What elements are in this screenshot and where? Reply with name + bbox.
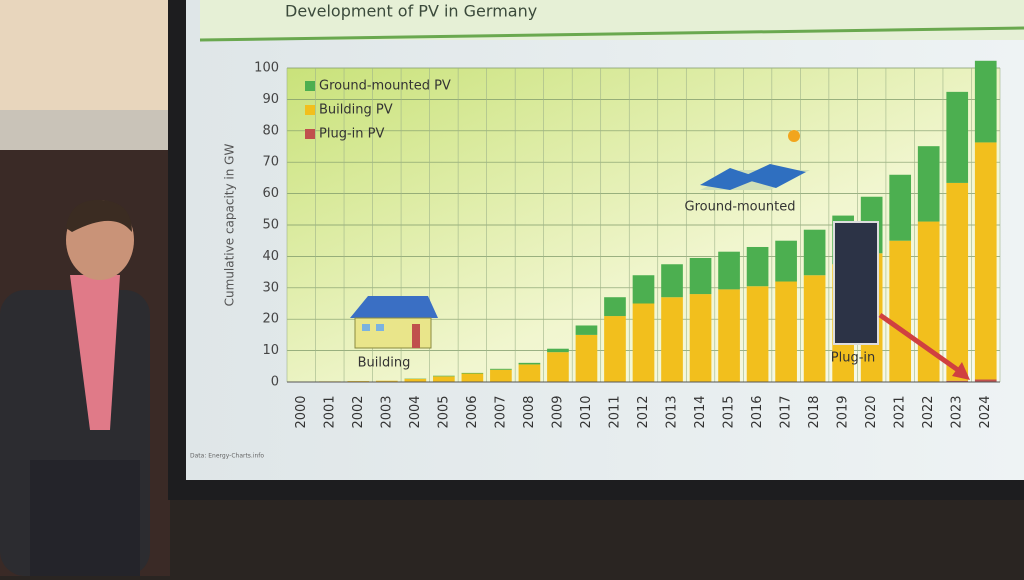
legend-swatch [305,81,315,91]
chart-title: Development of PV in Germany [285,2,537,21]
bar-segment [490,370,512,382]
y-tick-label: 10 [262,343,279,358]
bar-segment [604,316,626,382]
x-tick-label: 2018 [807,395,822,428]
bar-segment [889,175,911,241]
y-tick-label: 80 [262,123,279,138]
bar-segment [547,352,569,382]
y-tick-label: 90 [262,92,279,107]
x-tick-label: 2008 [522,395,537,428]
x-tick-label: 2022 [921,395,936,428]
bar-segment [661,264,683,297]
bar-segment [718,252,740,290]
annotation: Plug-in [831,351,875,366]
bar-segment [889,241,911,382]
x-tick-label: 2007 [493,395,508,428]
bar-segment [775,241,797,282]
bar-segment [519,363,541,365]
y-tick-label: 40 [262,249,279,264]
x-tick-label: 2000 [294,395,309,428]
annotation: Ground-mounted [685,200,796,215]
y-tick-label: 20 [262,312,279,327]
legend-swatch [305,129,315,139]
plot: 0 10 20 30 40 50 60 70 80 90 100 2000 2001 2002 2003 20… [254,61,1000,429]
bar-segment [775,282,797,382]
bar-segment [576,325,598,334]
x-tick-label: 2014 [693,395,708,428]
bar-segment [462,374,484,382]
bar-segment [576,335,598,382]
bar-segment [946,183,968,381]
bar-segment [975,142,997,379]
source: Data: Energy-Charts.info [190,453,264,460]
y-tick-label: 50 [262,218,279,233]
legend-label: Plug-in PV [319,127,384,142]
bar-segment [433,376,455,382]
bar-segment [633,275,655,303]
bar-segment [690,294,712,382]
bar-segment [718,289,740,382]
y-tick-label: 100 [254,61,279,76]
x-tick-label: 2012 [636,395,651,428]
house-icon [350,296,438,348]
y-axis-label: Cumulative capacity in GW [223,144,237,307]
y-tick-label: 70 [262,155,279,170]
wall-band [0,110,170,150]
x-tick-label: 2024 [978,395,993,428]
y-tick-label: 30 [262,280,279,295]
bar-segment [661,297,683,382]
x-tick-label: 2004 [408,395,423,428]
wall-top [0,0,170,110]
bar-segment [804,275,826,382]
bar-segment [747,286,769,382]
legend-label: Building PV [319,103,393,118]
x-tick-label: 2003 [379,395,394,428]
bar-segment [747,247,769,286]
x-tick-label: 2015 [722,395,737,428]
legend-swatch [305,105,315,115]
y-tick-label: 60 [262,186,279,201]
y-tick-label: 0 [271,375,279,390]
bar-segment [462,373,484,374]
bar-segment [690,258,712,294]
bar-segment [633,304,655,383]
bar-segment [604,297,626,316]
x-tick-label: 2016 [750,395,765,428]
x-tick-label: 2023 [950,395,965,428]
x-tick-label: 2017 [779,395,794,428]
x-tick-label: 2001 [322,395,337,428]
x-tick-label: 2019 [836,395,851,428]
x-tick-label: 2002 [351,395,366,428]
x-tick-label: 2010 [579,395,594,428]
x-tick-label: 2006 [465,395,480,428]
x-tick-label: 2021 [893,395,908,428]
annotation: Building [358,356,411,371]
bar-segment [490,369,512,370]
bar-segment [433,376,455,377]
x-tick-label: 2013 [665,395,680,428]
bar-segment [946,92,968,183]
x-tick-label: 2009 [550,395,565,428]
bar-segment [519,364,541,382]
bar-segment [918,146,940,221]
x-tick-label: 2020 [864,395,879,428]
x-tick-label: 2011 [607,395,622,428]
x-tick-label: 2005 [436,395,451,428]
legend-label: Ground-mounted PV [319,79,451,94]
bar-segment [547,349,569,352]
bar-segment [804,230,826,276]
bar-segment [975,61,997,143]
